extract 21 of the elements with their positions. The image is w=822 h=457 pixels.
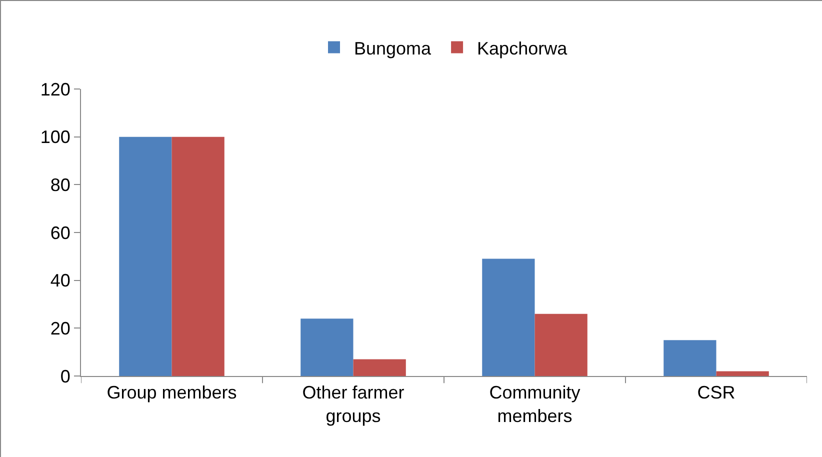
- y-tick-label: 100: [40, 127, 70, 148]
- legend-label: Bungoma: [354, 38, 432, 58]
- bar: [353, 359, 406, 376]
- bar: [664, 340, 716, 376]
- bar: [119, 136, 172, 376]
- legend-label: Kapchorwa: [477, 38, 568, 58]
- bar: [716, 371, 769, 376]
- y-tick-label: 0: [60, 366, 70, 386]
- y-tick-label: 60: [50, 222, 70, 243]
- y-tick-label: 20: [50, 318, 70, 338]
- x-tick-label: Group members: [106, 382, 237, 403]
- y-tick-label: 120: [40, 79, 70, 100]
- bar: [300, 318, 354, 376]
- bar: [172, 136, 224, 376]
- x-tick-label: CSR: [697, 382, 736, 403]
- y-tick-label: 80: [50, 174, 70, 195]
- x-tick-label: Community members: [489, 382, 580, 426]
- bar: [482, 258, 535, 376]
- x-tick-label: Other farmer groups: [302, 382, 404, 426]
- bar: [534, 314, 588, 376]
- y-tick-label: 40: [50, 270, 70, 291]
